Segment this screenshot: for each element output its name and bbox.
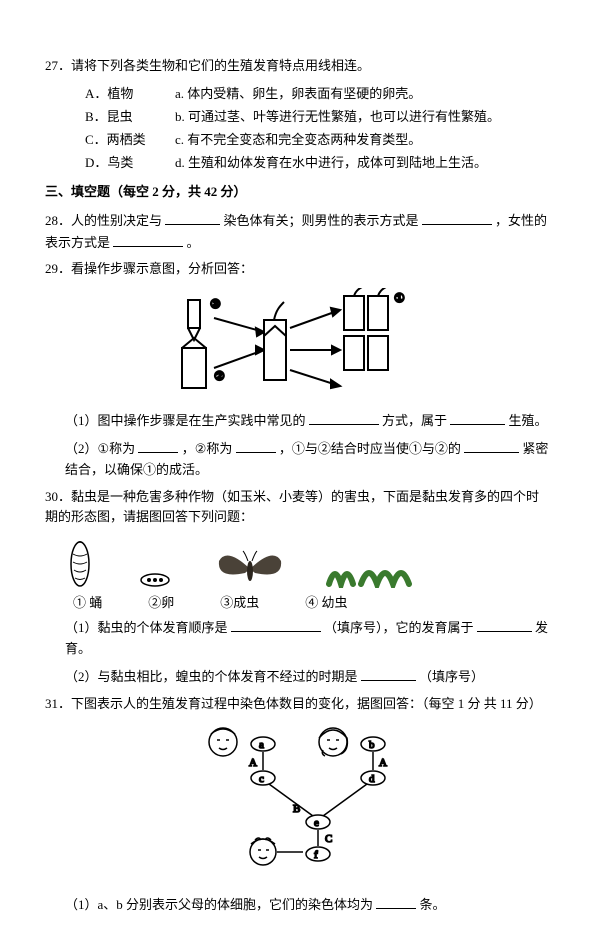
q27-opt-a: A．植物 a. 体内受精、卵生，卵表面有坚硬的卵壳。 — [85, 83, 550, 102]
svg-text:f: f — [314, 849, 318, 861]
q27-opt-c: C．两栖类 c. 有不完全变态和完全变态两种发育类型。 — [85, 129, 550, 148]
q27-opt-b-right: b. 可通过茎、叶等进行无性繁殖，也可以进行有性繁殖。 — [175, 106, 550, 125]
svg-text:a: a — [259, 739, 264, 751]
svg-text:①: ① — [394, 291, 405, 305]
blank-29-4 — [236, 438, 276, 453]
larva-icon — [325, 558, 415, 588]
q30-sub1: （1）黏虫的个体发育顺序是 （填序号），它的发育属于 发育。 — [45, 617, 550, 660]
q30-labels: ① 蛹 ②卵 ③成虫 ④ 幼虫 — [73, 592, 550, 611]
svg-text:②: ② — [214, 369, 225, 383]
svg-text:③: ③ — [210, 297, 221, 311]
blank-29-3 — [138, 438, 178, 453]
moth-icon — [215, 543, 285, 588]
q27-opt-b: B．昆虫 b. 可通过茎、叶等进行无性繁殖，也可以进行有性繁殖。 — [85, 106, 550, 125]
blank-30-2 — [477, 617, 532, 632]
q31-num: 31． — [45, 696, 71, 711]
blank-28-3 — [113, 232, 183, 247]
q30-l3: ③成虫 — [220, 592, 259, 611]
q27-opt-c-left: C．两栖类 — [85, 129, 175, 148]
grafting-diagram-icon: ③ ② ① — [168, 288, 428, 398]
q28: 28．人的性别决定与 染色体有关；则男性的表示方式是 ，女性的表示方式是 。 — [45, 210, 550, 254]
q31-sub1: （1）a、b 分别表示父母的体细胞，它们的染色体均为 条。 — [45, 894, 550, 916]
blank-30-1 — [231, 617, 321, 632]
q29-figure: ③ ② ① — [45, 288, 550, 402]
q27-opt-c-right: c. 有不完全变态和完全变态两种发育类型。 — [175, 129, 550, 148]
blank-28-1 — [165, 210, 220, 225]
q27-opt-d: D．鸟类 d. 生殖和幼体发育在水中进行，成体可到陆地上生活。 — [85, 152, 550, 171]
svg-text:A: A — [249, 757, 257, 769]
svg-text:B: B — [293, 803, 300, 815]
svg-text:d: d — [369, 773, 375, 785]
q30-num: 30． — [45, 489, 71, 504]
q28-p4: 。 — [187, 235, 200, 250]
q27-opt-b-left: B．昆虫 — [85, 106, 175, 125]
pupa-icon — [65, 538, 95, 588]
svg-text:e: e — [314, 817, 319, 829]
svg-text:b: b — [369, 739, 375, 751]
blank-28-2 — [422, 210, 492, 225]
blank-31-1 — [376, 894, 416, 909]
blank-30-3 — [361, 666, 416, 681]
q28-p2: 染色体有关；则男性的表示方式是 — [224, 213, 419, 228]
q28-p1: 人的性别决定与 — [71, 213, 162, 228]
q30-l2: ②卵 — [148, 592, 174, 611]
blank-29-5 — [464, 438, 519, 453]
q30-sub2: （2）与黏虫相比，蝗虫的个体发育不经过的时期是 （填序号） — [45, 666, 550, 688]
q27-opt-a-left: A．植物 — [85, 83, 175, 102]
q27-opt-a-right: a. 体内受精、卵生，卵表面有坚硬的卵壳。 — [175, 83, 550, 102]
svg-text:c: c — [259, 773, 264, 785]
blank-29-1 — [309, 410, 379, 425]
q31-figure: a b A A c d B e C f — [45, 722, 550, 886]
q27-opt-d-left: D．鸟类 — [85, 152, 175, 171]
q30-l4: ④ 幼虫 — [305, 592, 347, 611]
q29-num: 29． — [45, 261, 71, 276]
q29-sub1: （1）图中操作步骤是在生产实践中常见的 方式，属于 生殖。 — [45, 410, 550, 432]
q30-figure-row — [65, 538, 550, 588]
svg-text:C: C — [325, 833, 332, 845]
q27-num: 27． — [45, 58, 71, 73]
section3-title: 三、填空题（每空 2 分，共 42 分） — [45, 181, 550, 200]
egg-icon — [135, 568, 175, 588]
q30-stem: 30．黏虫是一种危害多种作物（如玉米、小麦等）的害虫，下面是黏虫发育多的四个时期… — [45, 487, 550, 529]
q29-stem: 29．看操作步骤示意图，分析回答： — [45, 259, 550, 280]
q27-opt-d-right: d. 生殖和幼体发育在水中进行，成体可到陆地上生活。 — [175, 152, 550, 171]
chromosome-diagram-icon: a b A A c d B e C f — [173, 722, 423, 882]
svg-text:A: A — [379, 757, 387, 769]
q30-l1: ① 蛹 — [73, 592, 102, 611]
q29-sub2: （2）①称为 ，②称为 ，①与②结合时应当使①与②的 紧密结合，以确保①的成活。 — [45, 438, 550, 481]
q28-num: 28． — [45, 213, 71, 228]
blank-29-2 — [450, 410, 505, 425]
q27-stem: 27．请将下列各类生物和它们的生殖发育特点用线相连。 — [45, 56, 550, 77]
q31-stem: 31．下图表示人的生殖发育过程中染色体数目的变化，据图回答：（每空 1 分 共 … — [45, 694, 550, 715]
